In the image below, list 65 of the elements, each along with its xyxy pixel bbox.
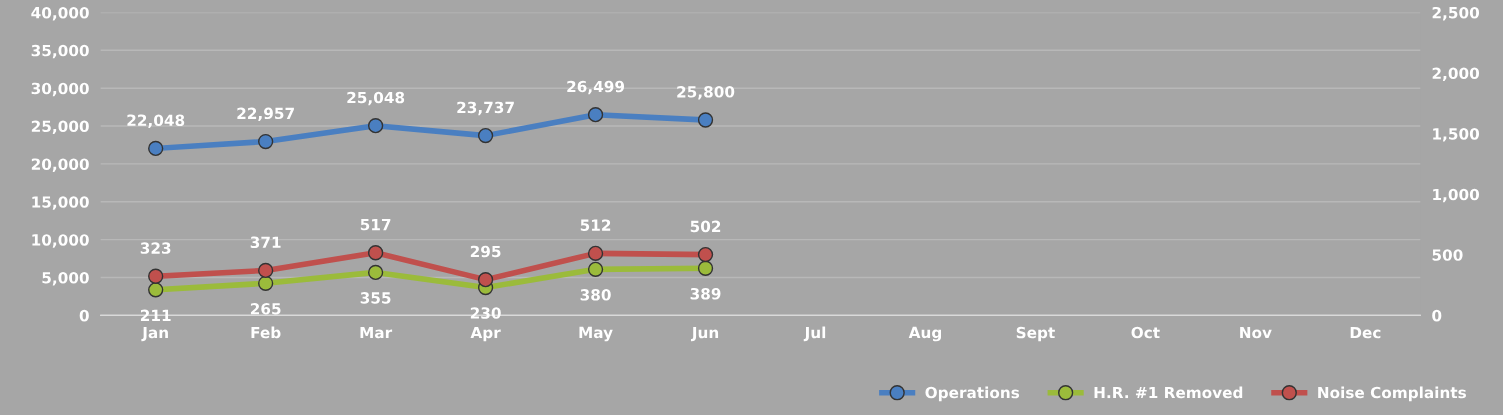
data-label: 23,737 [457, 101, 514, 116]
y-tick-label: 15,000 [32, 196, 89, 210]
point [587, 261, 604, 277]
x-tick-label: Feb [251, 326, 281, 339]
x-tick-label: Jul [803, 326, 826, 342]
data-label: 211 [140, 309, 171, 321]
data-label: 323 [140, 242, 171, 254]
data-label: 389 [690, 287, 721, 300]
y2-tick-label: 500 [1432, 249, 1463, 261]
point [258, 262, 274, 279]
point [258, 133, 274, 150]
data-label: 22,957 [237, 107, 294, 122]
data-label: 371 [250, 236, 281, 249]
point [587, 245, 604, 261]
data-label: 295 [470, 245, 501, 258]
point [148, 140, 164, 157]
point [477, 272, 494, 288]
x-tick-label: Sept [1016, 326, 1055, 342]
y-tick-label: 10,000 [32, 234, 89, 248]
y-tick-label: 30,000 [31, 82, 89, 97]
legend-label: Noise Complaints [1318, 386, 1466, 402]
point [697, 260, 714, 276]
data-label: 502 [690, 220, 721, 233]
y-tick-label: 40,000 [31, 6, 89, 21]
point [148, 282, 164, 298]
data-label: 265 [250, 303, 281, 315]
data-label: 22,048 [127, 114, 185, 128]
point [367, 118, 384, 134]
data-label: 25,800 [677, 86, 735, 100]
x-tick-label: Nov [1240, 326, 1272, 339]
data-label: 230 [470, 307, 501, 319]
data-label: 355 [360, 292, 391, 304]
x-tick-label: Jan [141, 326, 168, 342]
x-tick-label: Apr [470, 326, 501, 342]
point [477, 127, 494, 144]
y2-tick-label: 0 [1432, 309, 1442, 322]
x-tick-label: Dec [1350, 326, 1381, 339]
y-tick-label: 35,000 [31, 44, 89, 59]
x-tick-label: Mar [360, 326, 393, 339]
x-tick-label: Oct [1131, 326, 1160, 339]
data-label: 380 [580, 289, 611, 301]
legend-label: H.R. #1 Removed [1094, 386, 1243, 399]
y-tick-label: 5,000 [42, 272, 89, 286]
legend-label: Operations [925, 386, 1020, 402]
y2-tick-label: 1,000 [1433, 188, 1480, 203]
x-tick-label: Aug [908, 326, 942, 342]
x-tick-label: Jun [690, 326, 719, 342]
point [697, 112, 714, 128]
point [258, 275, 274, 291]
data-label: 517 [360, 218, 391, 231]
point [697, 246, 714, 263]
y-tick-label: 0 [79, 309, 89, 322]
point [367, 264, 384, 281]
point [367, 245, 384, 261]
point [148, 268, 164, 284]
y2-tick-label: 2,000 [1432, 67, 1480, 82]
data-label: 25,048 [347, 91, 405, 106]
data-label: 26,499 [567, 80, 625, 95]
y2-tick-label: 2,500 [1432, 6, 1480, 21]
point [587, 107, 604, 123]
x-tick-label: May [579, 326, 613, 342]
y-tick-label: 25,000 [31, 120, 89, 135]
y-tick-label: 20,000 [31, 158, 89, 172]
data-label: 512 [580, 219, 611, 231]
y2-tick-label: 1,500 [1433, 128, 1480, 142]
